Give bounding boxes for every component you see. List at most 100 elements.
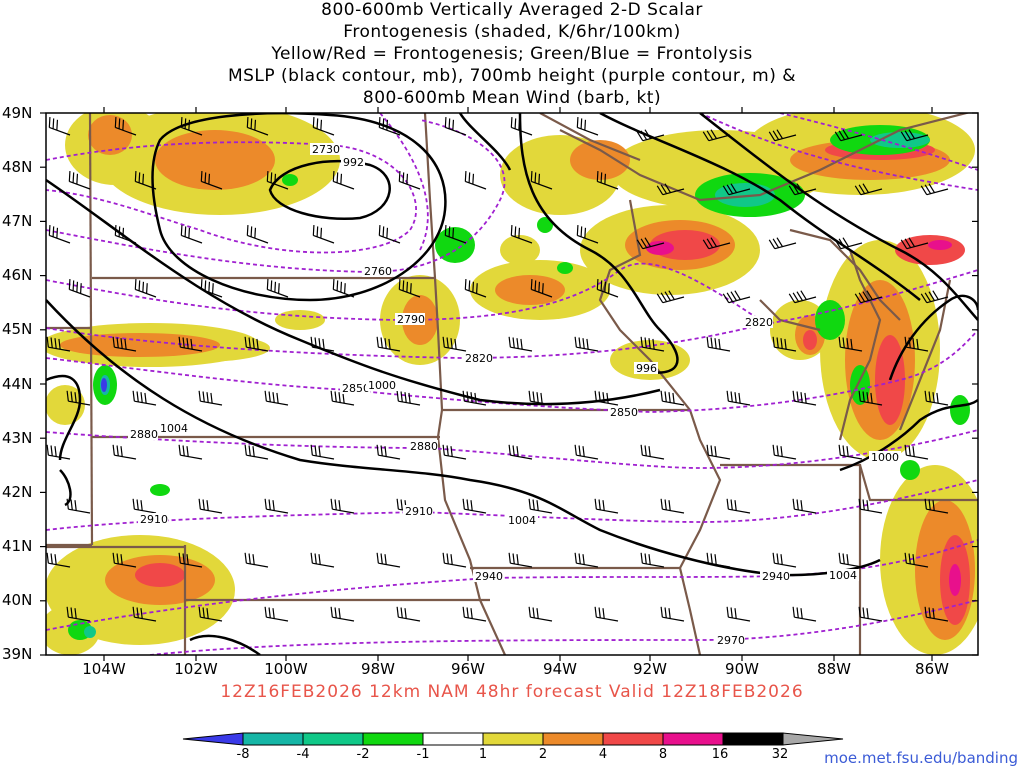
credit-link[interactable]: moe.met.fsu.edu/banding <box>824 749 1018 767</box>
wind-barb <box>838 552 863 568</box>
wind-barb <box>510 117 533 136</box>
wind-barb <box>706 444 731 460</box>
height-label: 2850 <box>342 382 370 395</box>
wind-barb <box>66 606 91 622</box>
wind-barb <box>904 336 929 352</box>
height-label: 2880 <box>410 440 438 453</box>
wind-barb <box>528 606 553 622</box>
wind-barb <box>924 498 949 514</box>
colorbar-swatch <box>602 732 664 746</box>
lon-label: 100W <box>264 660 308 678</box>
valid-time-line: 12Z16FEB2026 12km NAM 48hr forecast Vali… <box>220 682 804 702</box>
wind-barb <box>594 606 619 622</box>
lat-label: 44N <box>2 375 33 393</box>
wind-barb <box>114 225 137 244</box>
mslp-label: 1000 <box>368 379 396 392</box>
wind-barb <box>726 606 751 622</box>
wind-barb <box>266 171 289 190</box>
wind-barb <box>792 390 817 406</box>
wind-barb <box>396 390 421 406</box>
mslp-label: 1004 <box>829 569 857 582</box>
wind-barb <box>68 171 91 190</box>
wind-barb <box>376 444 401 460</box>
wind-barb <box>330 606 355 622</box>
wind-barb <box>576 117 599 136</box>
wind-barb <box>132 498 157 514</box>
wind-barb <box>266 279 289 298</box>
wind-barb <box>574 444 599 460</box>
wind-barb <box>180 225 203 244</box>
wind-barb <box>834 237 863 250</box>
lon-label: 104W <box>82 660 126 678</box>
wind-barb <box>508 336 533 352</box>
wind-barb <box>178 444 203 460</box>
lat-label: 39N <box>2 645 33 663</box>
lat-label: 41N <box>2 537 33 555</box>
wind-barb <box>920 290 949 304</box>
wind-barb <box>312 117 335 136</box>
wind-barb <box>920 183 949 196</box>
height-label: 2940 <box>762 570 790 583</box>
colorbar-swatch <box>242 732 304 746</box>
wind-barb <box>574 552 599 568</box>
colorbar-swatch <box>662 732 724 746</box>
wind-barb <box>858 390 883 406</box>
colorbar-label: 8 <box>658 747 668 762</box>
wind-barb <box>660 390 685 406</box>
height-label: 2760 <box>364 265 392 278</box>
wind-barb <box>246 225 269 244</box>
wind-barb <box>112 336 137 352</box>
wind-barb <box>508 552 533 568</box>
wind-barb <box>200 279 223 298</box>
colorbar-swatch <box>782 732 844 746</box>
colorbar-label: 16 <box>711 747 729 762</box>
wind-barbs <box>46 117 949 622</box>
mslp-label: 1004 <box>160 422 188 435</box>
mslp-label: 1000 <box>871 451 899 464</box>
height-label: 2790 <box>397 313 425 326</box>
wind-barb <box>656 183 685 196</box>
wind-barb <box>442 444 467 460</box>
height-label: 2820 <box>745 316 773 329</box>
wind-barb <box>178 336 203 352</box>
wind-barb <box>46 444 71 460</box>
colorbar-label: -2 <box>356 747 370 762</box>
wind-barb <box>640 444 665 460</box>
wind-barb <box>134 279 157 298</box>
height-contours <box>46 113 978 655</box>
colorbar-swatch <box>422 732 484 746</box>
wind-barb <box>636 237 665 250</box>
colorbar-label: 32 <box>771 747 789 762</box>
mslp-contour-labels: 992 996 1000 1000 1004 1004 1004 <box>158 156 901 582</box>
wind-barb <box>530 171 553 190</box>
lon-label: 90W <box>725 660 759 678</box>
wind-barb <box>112 552 137 568</box>
wind-barb <box>576 225 599 244</box>
wind-barb <box>178 552 203 568</box>
wind-barb <box>596 279 619 298</box>
mslp-label: 1004 <box>508 514 536 527</box>
wind-barb <box>398 279 421 298</box>
wind-barb <box>444 225 467 244</box>
lat-label: 42N <box>2 483 33 501</box>
wind-barb <box>838 336 863 352</box>
wind-barb <box>198 498 223 514</box>
wind-barb <box>66 498 91 514</box>
wind-barb <box>132 606 157 622</box>
wind-barb <box>462 606 487 622</box>
wind-barb <box>706 336 731 352</box>
wind-barb <box>838 444 863 460</box>
wind-barb <box>48 117 71 136</box>
wind-barb <box>198 606 223 622</box>
wind-barb <box>904 552 929 568</box>
wind-barb <box>332 171 355 190</box>
wind-barb <box>726 390 751 406</box>
lon-label: 102W <box>174 660 218 678</box>
wind-barb <box>310 336 335 352</box>
wind-barb <box>114 117 137 136</box>
wind-barb <box>528 498 553 514</box>
height-label: 2820 <box>465 352 493 365</box>
colorbar-label: 1 <box>478 747 488 762</box>
wind-barb <box>376 336 401 352</box>
